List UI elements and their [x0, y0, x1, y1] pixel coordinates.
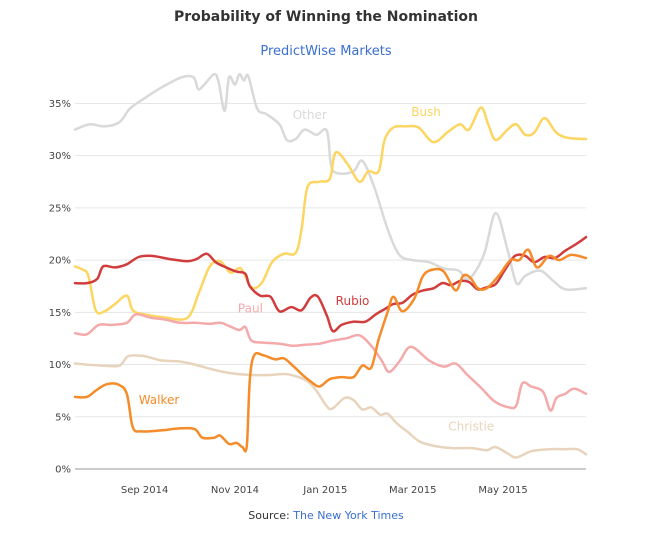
source-line: Source: The New York Times	[0, 509, 652, 522]
source-link[interactable]: The New York Times	[293, 509, 404, 522]
series-line-bush	[73, 106, 588, 321]
series-label-paul: Paul	[238, 301, 263, 315]
series-label-walker: Walker	[139, 393, 180, 407]
series-labels: Other Bush Rubio Paul Christie Walker	[139, 105, 494, 433]
series-line-rubio	[73, 235, 588, 333]
y-tick-label: 15%	[49, 308, 71, 319]
x-tick-label: May 2015	[478, 485, 527, 496]
y-tick-label: 30%	[49, 151, 71, 162]
x-tick-label: Jan 2015	[302, 485, 347, 496]
series-label-bush: Bush	[411, 105, 441, 119]
series-label-christie: Christie	[448, 419, 494, 433]
chart-title: Probability of Winning the Nomination	[173, 9, 479, 25]
y-tick-label: 10%	[49, 360, 71, 371]
source-prefix: Source:	[248, 509, 294, 522]
chart-subtitle: PredictWise Markets	[260, 44, 392, 59]
x-tick-label: Mar 2015	[389, 485, 437, 496]
series-line-other	[73, 72, 588, 292]
series-label-other: Other	[293, 108, 327, 122]
series-line-walker	[73, 248, 588, 453]
y-tick-label: 35%	[49, 99, 71, 110]
series-line-christie	[73, 354, 588, 459]
x-tick-label: Sep 2014	[121, 485, 168, 496]
y-tick-label: 20%	[49, 256, 71, 267]
x-tick-label: Nov 2014	[211, 485, 259, 496]
y-tick-label: 5%	[55, 412, 71, 423]
series-lines	[73, 72, 588, 459]
x-axis-ticks: Sep 2014 Nov 2014 Jan 2015 Mar 2015 May 2015	[121, 485, 528, 496]
y-tick-label: 25%	[49, 203, 71, 214]
series-label-rubio: Rubio	[336, 294, 370, 308]
series-line-paul	[73, 313, 588, 412]
y-tick-label: 0%	[55, 465, 71, 476]
y-axis-ticks: 0% 5% 10% 15% 20% 25% 30% 35%	[49, 99, 71, 476]
